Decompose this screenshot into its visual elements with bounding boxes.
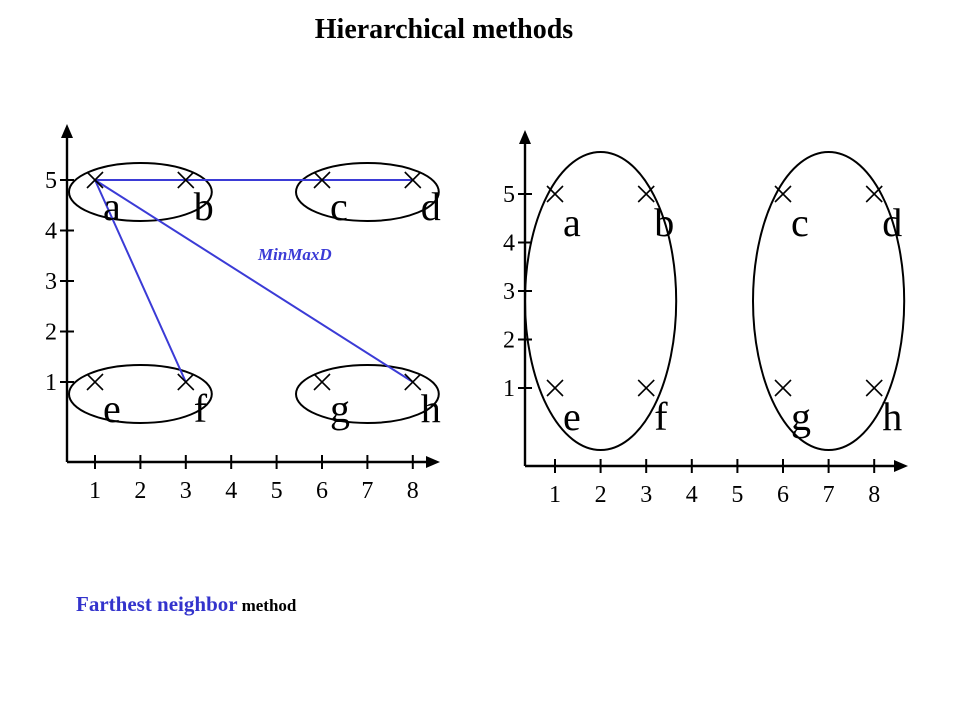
left-point-f-marker (177, 373, 195, 391)
slide-title: Hierarchical methods (314, 14, 574, 45)
left-y-tick-label: 1 (45, 370, 57, 396)
left-cluster-ellipse (295, 162, 440, 222)
left-cluster-ellipse (295, 364, 440, 424)
right-y-tick-label: 5 (503, 182, 515, 208)
left-y-tick-label: 3 (45, 269, 57, 295)
right-point-a-marker (546, 185, 564, 203)
left-y-tick-label: 2 (45, 320, 57, 346)
left-point-f-label: f (194, 386, 208, 431)
right-x-tick-label: 7 (823, 482, 835, 508)
right-cluster-ellipse (524, 151, 678, 451)
left-x-tick-label: 1 (89, 478, 101, 504)
left-x-tick-label: 5 (271, 478, 283, 504)
left-y-axis-arrow (61, 124, 73, 138)
left-x-tick-label: 3 (180, 478, 192, 504)
right-point-d-marker (865, 185, 883, 203)
left-point-h-label: h (421, 386, 441, 431)
right-point-a-label: a (563, 200, 581, 245)
right-point-h-label: h (882, 394, 902, 439)
left-cluster-ellipse (67, 364, 213, 424)
right-point-g-marker (774, 379, 792, 397)
right-point-d-label: d (882, 200, 902, 245)
left-point-g-marker (313, 373, 331, 391)
right-point-e-label: e (563, 394, 581, 439)
right-y-tick-label: 4 (503, 231, 515, 257)
right-point-g-label: g (791, 394, 811, 439)
left-x-tick-label: 4 (225, 478, 237, 504)
right-y-tick-label: 2 (503, 328, 515, 354)
right-point-f-marker (637, 379, 655, 397)
left-point-b-label: b (194, 184, 214, 229)
left-y-tick-label: 5 (45, 168, 57, 194)
left-scatter-panel: 1 2 3 4 5 6 7 8 1 2 3 4 5 a b c d e f g h MinMaxD (45, 124, 441, 504)
right-x-tick-label: 2 (595, 482, 607, 508)
caption: Farthest neighbor method (76, 592, 296, 617)
right-y-axis-arrow (519, 130, 531, 144)
left-point-a-label: a (103, 184, 121, 229)
left-point-c-marker (313, 171, 331, 189)
right-y-tick-label: 3 (503, 279, 515, 305)
left-x-axis-arrow (426, 456, 440, 468)
right-x-tick-label: 1 (549, 482, 561, 508)
left-x-tick-label: 2 (134, 478, 146, 504)
left-x-tick-label: 8 (407, 478, 419, 504)
right-scatter-panel: 1 2 3 4 5 6 7 8 1 2 3 4 5 a b c d e f g h (503, 130, 908, 508)
caption-rest: method (241, 596, 297, 615)
left-link-line (94, 179, 187, 383)
right-x-tick-label: 6 (777, 482, 789, 508)
left-x-tick-label: 6 (316, 478, 328, 504)
right-point-b-marker (637, 185, 655, 203)
left-link-line (94, 179, 414, 383)
right-x-axis-arrow (894, 460, 908, 472)
left-point-d-label: d (421, 184, 441, 229)
right-point-c-label: c (791, 200, 809, 245)
right-x-tick-label: 4 (686, 482, 698, 508)
right-x-tick-label: 8 (868, 482, 880, 508)
right-point-h-marker (865, 379, 883, 397)
right-cluster-ellipse (752, 151, 906, 451)
caption-emphasis: Farthest neighbor (76, 592, 238, 616)
left-point-b-marker (177, 171, 195, 189)
left-point-g-label: g (330, 386, 350, 431)
right-point-e-marker (546, 379, 564, 397)
minmaxd-annotation: MinMaxD (257, 245, 332, 264)
left-point-h-marker (404, 373, 422, 391)
left-point-c-label: c (330, 184, 348, 229)
left-point-e-label: e (103, 386, 121, 431)
left-point-e-marker (86, 373, 104, 391)
right-x-tick-label: 5 (731, 482, 743, 508)
right-point-b-label: b (654, 200, 674, 245)
left-y-tick-label: 4 (45, 219, 57, 245)
left-point-d-marker (404, 171, 422, 189)
left-point-a-marker (86, 171, 104, 189)
left-x-tick-label: 7 (361, 478, 373, 504)
left-cluster-ellipse (67, 162, 213, 222)
right-y-tick-label: 1 (503, 376, 515, 402)
right-x-tick-label: 3 (640, 482, 652, 508)
right-point-f-label: f (654, 394, 668, 439)
right-point-c-marker (774, 185, 792, 203)
